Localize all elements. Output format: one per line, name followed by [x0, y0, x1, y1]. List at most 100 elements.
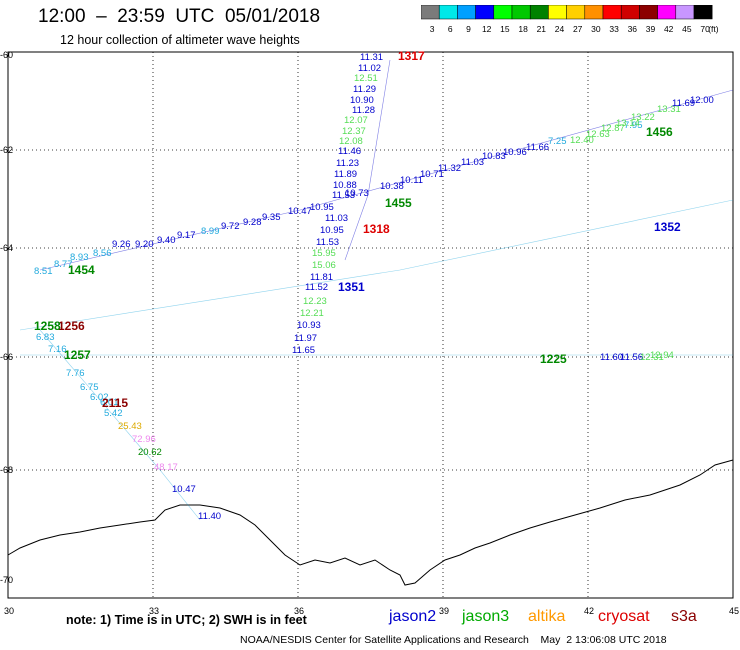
wave-height-value: 7.76: [66, 368, 85, 379]
wave-height-value: 12.00: [690, 95, 714, 106]
wave-height-value: 7.25: [548, 136, 567, 147]
pass-time-label: 1455: [385, 196, 412, 210]
wave-height-value: 11.69: [672, 98, 695, 109]
colorbar-label: 3: [430, 24, 435, 34]
wave-height-value: 12.40: [570, 135, 594, 146]
satellite-track: [344, 59, 391, 261]
wave-height-value: 9.28: [243, 217, 262, 228]
satellite-legend-altika: altika: [528, 608, 566, 625]
lon-tick-label: 30: [4, 606, 14, 616]
colorbar-label: 15: [500, 24, 510, 34]
lon-tick-label: 33: [149, 606, 159, 616]
pass-time-label: 1454: [68, 263, 95, 277]
wave-height-value: 10.47: [288, 206, 312, 217]
lat-tick-label: -66: [0, 352, 13, 362]
wave-height-value: 12.08: [339, 136, 363, 147]
wave-height-value: 11.31: [360, 52, 383, 63]
wave-height-value: 8.93: [70, 252, 89, 263]
wave-height-value: 6.83: [36, 332, 55, 343]
wave-height-value: 12.31: [640, 352, 664, 363]
wave-height-value: 12.37: [342, 126, 366, 137]
satellite-legend-jason3: jason3: [462, 608, 510, 625]
satellite-track: [39, 89, 734, 271]
satellite-legend-s3a: s3a: [671, 608, 697, 625]
wave-height-value: 6.02: [90, 392, 109, 403]
wave-height-value: 10.83: [482, 151, 506, 162]
wave-height-value: 12.87: [601, 123, 625, 134]
wave-height-value: 6.01: [100, 397, 119, 408]
wave-height-value: 12.63: [586, 129, 610, 140]
wave-height-value: 9.72: [221, 221, 240, 232]
wave-height-value: 11.03: [461, 157, 484, 168]
colorbar-unit: (ft): [708, 24, 719, 34]
wave-height-value: 11.29: [353, 84, 376, 95]
wave-height-value: 15.06: [312, 260, 336, 271]
lat-tick-label: -60: [0, 50, 13, 60]
wave-height-value: 11.97: [294, 333, 317, 344]
pass-time-label: 1351: [338, 280, 365, 294]
lon-tick-label: 45: [729, 606, 739, 616]
wave-height-value: 15.95: [312, 248, 336, 259]
colorbar-label: 9: [466, 24, 471, 34]
pass-time-label: 2115: [102, 396, 128, 410]
wave-height-value: 11.52: [305, 282, 328, 293]
satellite-track: [19, 199, 734, 331]
wave-height-value: 10.90: [350, 95, 374, 106]
pass-time-label: 1257: [64, 348, 91, 362]
credit-line: NOAA/NESDIS Center for Satellite Applica…: [240, 634, 667, 646]
colorbar-label: 18: [518, 24, 528, 34]
wave-height-value: 11.28: [352, 105, 375, 116]
wave-height-value: 8.56: [93, 248, 112, 259]
wave-height-value: 11.66: [526, 142, 549, 153]
wave-height-value: 10.95: [310, 202, 334, 213]
wave-height-value: 12.21: [300, 308, 324, 319]
lat-tick-label: -64: [0, 243, 13, 253]
colorbar-label: 30: [591, 24, 601, 34]
pass-time-label: 1256: [58, 319, 85, 333]
lat-tick-label: -68: [0, 465, 13, 475]
pass-time-label: 1317: [398, 49, 425, 63]
wave-height-value: 11.32: [438, 163, 461, 174]
colorbar-label: 21: [537, 24, 547, 34]
colorbar-label: 45: [682, 24, 692, 34]
wave-height-value: 11.02: [358, 63, 381, 74]
wave-height-value: 11.03: [325, 213, 348, 224]
wave-height-value: 9.20: [135, 239, 154, 250]
colorbar-label: 12: [482, 24, 492, 34]
pass-time-label: 1456: [646, 125, 673, 139]
wave-height-value: 7.16: [48, 344, 67, 355]
satellite-track: [39, 329, 201, 521]
wave-height-value: 48.17: [154, 462, 178, 473]
wave-height-value: 10.71: [420, 169, 444, 180]
map-frame: [7, 51, 734, 599]
satellite-legend-jason2: jason2: [389, 608, 437, 625]
wave-height-value: 10.88: [333, 180, 357, 191]
wave-height-value: 6.75: [80, 382, 99, 393]
pass-time-label: 1225: [540, 352, 567, 366]
wave-height-value: 12.94: [650, 350, 674, 361]
wave-height-value: 10.11: [400, 175, 423, 186]
wave-height-value: 11.65: [292, 345, 315, 356]
footer-note: note: 1) Time is in UTC; 2) SWH is in fe…: [66, 613, 307, 627]
colorbar-legend: 3 6 9 12 15 18 21 24 27 30 33 36 39 42 45 70(ft): [421, 5, 719, 34]
colorbar-label: 6: [448, 24, 453, 34]
wave-height-value: 8.51: [34, 266, 53, 277]
pass-time-label: 1258: [34, 319, 61, 333]
lon-tick-label: 39: [439, 606, 449, 616]
wave-height-value: 10.96: [503, 147, 527, 158]
wave-height-value: 8.99: [201, 226, 220, 237]
colorbar-label: 24: [555, 24, 565, 34]
lat-tick-label: -70: [0, 575, 13, 585]
wave-height-value: 10.93: [297, 320, 321, 331]
satellite-legend-cryosat: cryosat: [598, 608, 650, 625]
lat-tick-label: -62: [0, 145, 13, 155]
wave-height-value: 11.53: [316, 237, 339, 248]
wave-height-value: 12.51: [354, 73, 378, 84]
wave-height-value: 13.22: [631, 112, 655, 123]
wave-height-value: 72.96: [132, 434, 156, 445]
colorbar-swatch: [693, 5, 713, 20]
pass-time-label: 1318: [363, 222, 390, 236]
wave-height-value: 11.89: [334, 169, 357, 180]
wave-height-value: 5.42: [104, 408, 123, 419]
